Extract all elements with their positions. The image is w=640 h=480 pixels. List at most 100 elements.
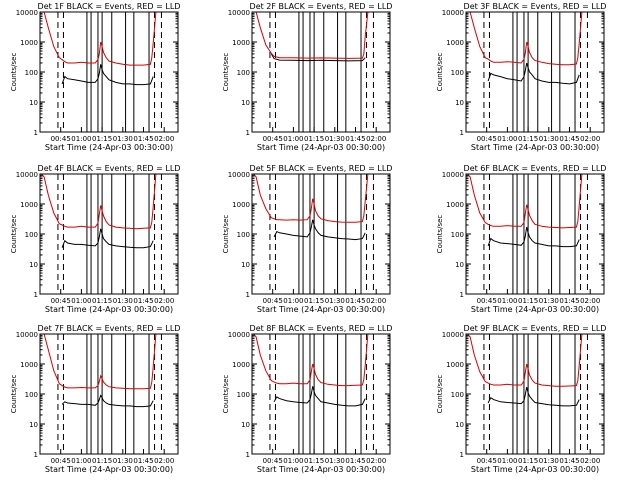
x-axis-label: Start Time (24-Apr-03 00:30:00) bbox=[45, 465, 173, 474]
x-tick-label: 02:00 bbox=[154, 297, 174, 305]
y-tick-label: 100 bbox=[237, 391, 250, 399]
y-tick-label: 100 bbox=[451, 391, 464, 399]
plot-frame bbox=[251, 11, 391, 133]
series-events bbox=[61, 228, 154, 249]
plot-frame bbox=[39, 173, 179, 295]
x-axis-label: Start Time (24-Apr-03 00:30:00) bbox=[257, 305, 385, 314]
x-tick-label: 00:45 bbox=[263, 297, 283, 305]
x-axis-label: Start Time (24-Apr-03 00:30:00) bbox=[257, 465, 385, 474]
x-tick-label: 01:45 bbox=[559, 297, 579, 305]
y-tick-label: 1000 bbox=[20, 361, 38, 369]
x-tick-label: 01:15 bbox=[304, 135, 324, 143]
y-tick-label: 1 bbox=[34, 451, 38, 459]
x-tick-label: 01:15 bbox=[518, 297, 538, 305]
series-lld bbox=[255, 11, 369, 59]
panel-det-3: Det 3F BLACK = Events, RED = LLD 1 10 100 10… bbox=[436, 2, 606, 152]
series-events bbox=[61, 64, 154, 86]
series-lld bbox=[253, 173, 369, 223]
y-tick-label: 1000 bbox=[232, 201, 250, 209]
x-tick-label: 01:15 bbox=[518, 135, 538, 143]
y-tick-label: 10000 bbox=[16, 171, 38, 179]
y-axis-label: Counts/sec bbox=[10, 375, 18, 414]
x-tick-label: 01:15 bbox=[304, 297, 324, 305]
x-tick-label: 02:00 bbox=[154, 135, 174, 143]
x-tick-label: 01:00 bbox=[497, 297, 517, 305]
y-tick-label: 1 bbox=[246, 291, 250, 299]
x-tick-label: 01:30 bbox=[325, 297, 345, 305]
x-axis-label: Start Time (24-Apr-03 00:30:00) bbox=[471, 305, 599, 314]
x-tick-label: 01:30 bbox=[539, 135, 559, 143]
y-tick-label: 10 bbox=[29, 261, 38, 269]
y-tick-label: 1 bbox=[34, 129, 38, 137]
y-tick-label: 10000 bbox=[16, 9, 38, 17]
x-tick-label: 01:30 bbox=[325, 135, 345, 143]
y-tick-label: 100 bbox=[451, 231, 464, 239]
y-axis-label: Counts/sec bbox=[222, 53, 230, 92]
x-tick-label: 01:45 bbox=[133, 457, 153, 465]
y-tick-label: 100 bbox=[25, 391, 38, 399]
plot-frame bbox=[251, 173, 391, 295]
x-tick-label: 01:45 bbox=[559, 135, 579, 143]
y-tick-label: 10 bbox=[455, 421, 464, 429]
y-tick-label: 10 bbox=[241, 421, 250, 429]
series-events bbox=[270, 53, 366, 62]
x-tick-label: 01:30 bbox=[539, 457, 559, 465]
x-tick-label: 01:30 bbox=[539, 297, 559, 305]
panel-det-1: Det 1F BLACK = Events, RED = LLD 1 10 100 10… bbox=[10, 2, 180, 152]
x-tick-label: 02:00 bbox=[154, 457, 174, 465]
y-tick-label: 10000 bbox=[442, 9, 464, 17]
series-events bbox=[487, 226, 580, 248]
x-tick-label: 01:30 bbox=[113, 135, 133, 143]
panel-title: Det 4F BLACK = Events, RED = LLD bbox=[38, 164, 181, 173]
panel-det-5: Det 5F BLACK = Events, RED = LLD 1 10 100 10… bbox=[222, 164, 392, 314]
series-lld bbox=[43, 333, 157, 390]
y-tick-label: 1000 bbox=[20, 39, 38, 47]
y-tick-label: 1 bbox=[460, 291, 464, 299]
x-axis-label: Start Time (24-Apr-03 00:30:00) bbox=[45, 143, 173, 152]
y-axis-label: Counts/sec bbox=[436, 375, 444, 414]
y-tick-label: 10000 bbox=[442, 331, 464, 339]
y-tick-label: 1000 bbox=[20, 201, 38, 209]
plot-frame bbox=[465, 11, 605, 133]
x-tick-label: 00:45 bbox=[51, 135, 71, 143]
y-tick-label: 100 bbox=[451, 69, 464, 77]
x-tick-label: 01:45 bbox=[345, 135, 365, 143]
x-tick-label: 01:00 bbox=[283, 457, 303, 465]
panel-title: Det 5F BLACK = Events, RED = LLD bbox=[250, 164, 393, 173]
x-tick-label: 01:00 bbox=[283, 297, 303, 305]
panel-det-9: Det 9F BLACK = Events, RED = LLD 1 10 100 10… bbox=[436, 324, 606, 474]
panel-title: Det 7F BLACK = Events, RED = LLD bbox=[38, 324, 181, 333]
y-axis-label: Counts/sec bbox=[222, 375, 230, 414]
x-tick-label: 02:00 bbox=[580, 135, 600, 143]
panel-title: Det 8F BLACK = Events, RED = LLD bbox=[250, 324, 393, 333]
y-tick-label: 1 bbox=[246, 451, 250, 459]
y-tick-label: 1000 bbox=[446, 201, 464, 209]
x-tick-label: 01:00 bbox=[71, 135, 91, 143]
x-tick-label: 01:15 bbox=[304, 457, 324, 465]
y-tick-label: 1000 bbox=[232, 361, 250, 369]
x-tick-label: 01:30 bbox=[325, 457, 345, 465]
x-tick-label: 01:30 bbox=[113, 457, 133, 465]
x-axis-label: Start Time (24-Apr-03 00:30:00) bbox=[257, 143, 385, 152]
panel-det-2: Det 2F BLACK = Events, RED = LLD 1 10 100 10… bbox=[222, 2, 392, 152]
series-lld bbox=[43, 11, 157, 66]
x-tick-label: 01:00 bbox=[71, 457, 91, 465]
series-lld bbox=[469, 11, 583, 66]
panel-title: Det 6F BLACK = Events, RED = LLD bbox=[464, 164, 607, 173]
y-tick-label: 1000 bbox=[232, 39, 250, 47]
series-events bbox=[61, 394, 154, 408]
x-tick-label: 01:45 bbox=[559, 457, 579, 465]
y-tick-label: 100 bbox=[25, 231, 38, 239]
x-tick-label: 00:45 bbox=[51, 457, 71, 465]
series-events bbox=[487, 386, 580, 407]
panel-det-6: Det 6F BLACK = Events, RED = LLD 1 10 100 10… bbox=[436, 164, 606, 314]
y-tick-label: 10 bbox=[29, 99, 38, 107]
series-lld bbox=[41, 173, 157, 230]
x-tick-label: 01:00 bbox=[497, 457, 517, 465]
y-axis-label: Counts/sec bbox=[436, 215, 444, 254]
y-tick-label: 10 bbox=[455, 261, 464, 269]
y-tick-label: 10 bbox=[29, 421, 38, 429]
panel-title: Det 2F BLACK = Events, RED = LLD bbox=[250, 2, 393, 11]
x-axis-label: Start Time (24-Apr-03 00:30:00) bbox=[471, 143, 599, 152]
